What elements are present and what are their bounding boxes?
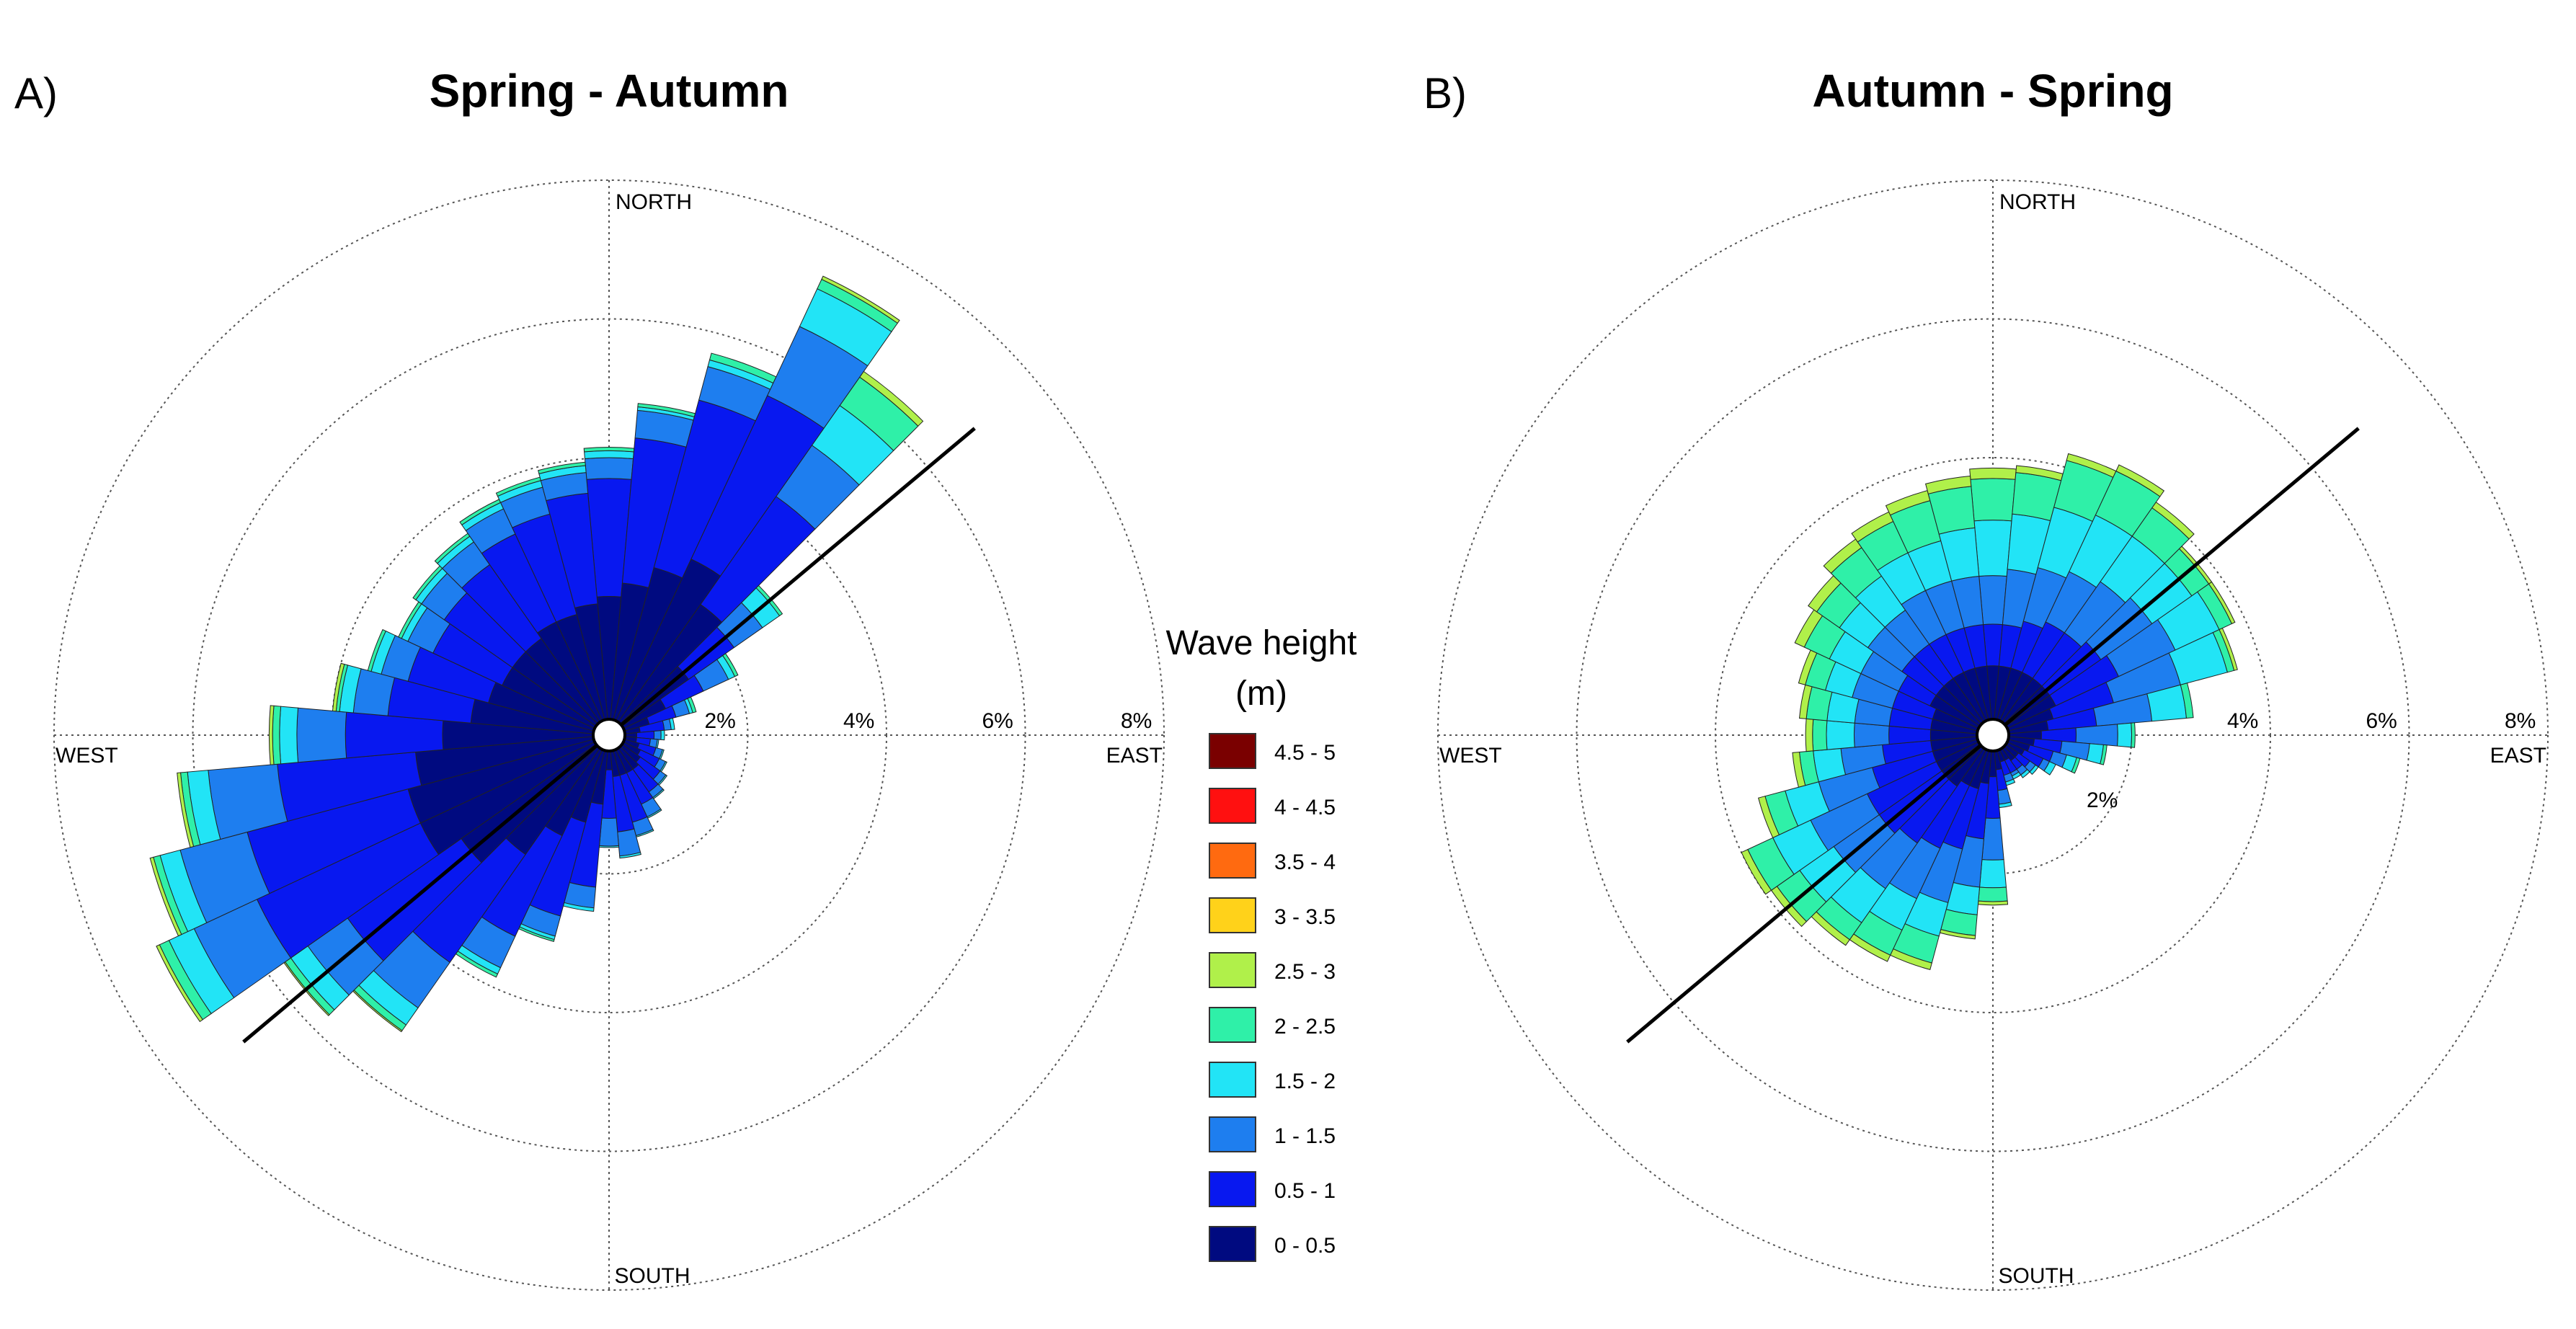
bar-dir-0-class-2 xyxy=(1978,575,2007,626)
bar-dir-180-class-4 xyxy=(1978,886,2008,902)
panel-a: A) Spring - Autumn NORTH SOUTH EAST WEST… xyxy=(14,65,1165,1291)
panel-b-label: B) xyxy=(1424,69,1467,117)
bar-dir-270-class-4 xyxy=(272,705,282,765)
bar-dir-350-class-4 xyxy=(537,461,586,475)
bar-dir-0-class-3 xyxy=(584,450,634,460)
legend-swatch xyxy=(1209,1116,1256,1152)
bar-dir-240-class-5 xyxy=(1741,848,1772,895)
panel-b-east-label: EAST xyxy=(2490,744,2546,768)
bar-dir-270-class-4 xyxy=(1812,719,1828,752)
bar-dir-60-class-4 xyxy=(721,653,739,677)
legend-swatch xyxy=(1209,788,1256,824)
bar-dir-0-class-2 xyxy=(584,457,634,480)
panel-a-label: A) xyxy=(14,69,58,117)
legend-label: 0 - 0.5 xyxy=(1274,1234,1336,1258)
panel-a-ring-label-6: 6% xyxy=(982,709,1013,733)
panel-a-ring-label-8: 8% xyxy=(1121,709,1152,733)
bar-dir-270-class-2 xyxy=(296,707,347,763)
legend-label: 1.5 - 2 xyxy=(1274,1070,1336,1093)
legend-swatch xyxy=(1209,897,1256,933)
legend-swatch xyxy=(1209,952,1256,988)
legend-label: 1 - 1.5 xyxy=(1274,1124,1336,1148)
panel-b-west-label: WEST xyxy=(1439,744,1502,768)
bar-dir-70-class-5 xyxy=(2219,627,2238,671)
legend-swatch xyxy=(1209,1226,1256,1262)
panel-a-south-label: SOUTH xyxy=(615,1264,690,1288)
legend-swatch xyxy=(1209,1007,1256,1043)
panel-b-ring-label-6: 6% xyxy=(2366,709,2397,733)
bar-dir-260-class-5 xyxy=(177,772,195,848)
panel-a-title: Spring - Autumn xyxy=(430,65,789,117)
bar-dir-90-class-2 xyxy=(653,730,662,740)
legend-swatch xyxy=(1209,1171,1256,1207)
panel-b-north-label: NORTH xyxy=(1999,190,2076,214)
bar-dir-40-class-5 xyxy=(2151,502,2195,540)
bar-dir-270-class-5 xyxy=(1805,718,1814,752)
bar-dir-80-class-3 xyxy=(669,717,675,730)
legend-swatch xyxy=(1209,843,1256,879)
legend-label: 2.5 - 3 xyxy=(1274,960,1336,984)
bar-dir-250-class-5 xyxy=(1757,796,1780,839)
legend-swatch xyxy=(1209,733,1256,769)
legend-label: 3.5 - 4 xyxy=(1274,850,1336,874)
bar-dir-60-class-5 xyxy=(2208,581,2236,625)
bar-dir-90-class-3 xyxy=(2117,722,2133,748)
legend-label: 0.5 - 1 xyxy=(1274,1179,1336,1203)
bar-dir-0-class-5 xyxy=(1969,467,2017,480)
legend-label: 4 - 4.5 xyxy=(1274,796,1336,819)
bar-dir-250-class-5 xyxy=(149,856,182,937)
bar-dir-350-class-5 xyxy=(1924,475,1972,494)
bar-dir-270-class-5 xyxy=(268,705,275,765)
bar-dir-180-class-3 xyxy=(598,845,620,848)
bar-dir-90-class-3 xyxy=(660,729,665,741)
bar-dir-0-class-4 xyxy=(1970,478,2016,522)
legend-label: 4.5 - 5 xyxy=(1274,741,1336,765)
legend-label: 2 - 2.5 xyxy=(1274,1015,1336,1039)
bar-dir-280-class-5 xyxy=(332,662,345,712)
legend-label: 3 - 3.5 xyxy=(1274,905,1336,929)
bar-dir-260-class-5 xyxy=(1792,751,1806,788)
bar-dir-30-class-5 xyxy=(821,275,900,324)
bar-dir-290-class-4 xyxy=(367,628,386,672)
bar-dir-80-class-4 xyxy=(2180,683,2194,719)
panel-b-ring-label-8: 8% xyxy=(2505,709,2536,733)
panel-a-west-label: WEST xyxy=(55,744,118,768)
legend-swatch xyxy=(1209,1062,1256,1098)
panel-a-ring-label-4: 4% xyxy=(843,709,874,733)
bar-dir-90-class-4 xyxy=(2131,722,2136,748)
panel-b-bars xyxy=(1741,453,2238,971)
bar-dir-270-class-3 xyxy=(279,706,299,765)
panel-a-center-hub xyxy=(592,718,626,752)
panel-b: B) Autumn - Spring NORTH SOUTH EAST WEST… xyxy=(1424,65,2549,1291)
legend-title: Wave height xyxy=(1165,624,1356,662)
bar-dir-30-class-5 xyxy=(2115,464,2165,497)
bar-dir-180-class-3 xyxy=(1978,859,2007,889)
panel-a-north-label: NORTH xyxy=(616,190,692,214)
bar-dir-100-class-4 xyxy=(2100,744,2108,765)
panel-b-title: Autumn - Spring xyxy=(1812,65,2173,117)
panel-b-south-label: SOUTH xyxy=(1999,1264,2074,1288)
bar-dir-0-class-3 xyxy=(1973,520,2012,577)
bar-dir-170-class-3 xyxy=(619,852,641,859)
legend-unit: (m) xyxy=(1235,675,1287,713)
bar-dir-120-class-3 xyxy=(2043,760,2056,775)
bar-dir-170-class-2 xyxy=(1997,788,2012,805)
panel-a-bars xyxy=(149,275,924,1033)
bar-dir-180-class-5 xyxy=(1977,900,2009,906)
panel-b-center-hub xyxy=(1976,718,2010,752)
panel-b-ring-label-2: 2% xyxy=(2087,788,2118,812)
bar-dir-110-class-4 xyxy=(2071,757,2081,774)
panel-a-ring-label-2: 2% xyxy=(705,709,736,733)
bar-dir-270-class-3 xyxy=(1826,720,1855,750)
bar-dir-40-class-5 xyxy=(859,370,924,427)
legend: Wave height (m) 4.5 - 5 4 - 4.5 3.5 - 4 3 -… xyxy=(1165,624,1357,1262)
bar-dir-180-class-2 xyxy=(599,817,619,847)
panel-a-east-label: EAST xyxy=(1106,744,1163,768)
bar-dir-240-class-5 xyxy=(156,944,203,1023)
panel-b-ring-label-4: 4% xyxy=(2227,709,2258,733)
bar-dir-270-class-2 xyxy=(1853,722,1890,748)
bar-dir-70-class-4 xyxy=(687,696,697,714)
